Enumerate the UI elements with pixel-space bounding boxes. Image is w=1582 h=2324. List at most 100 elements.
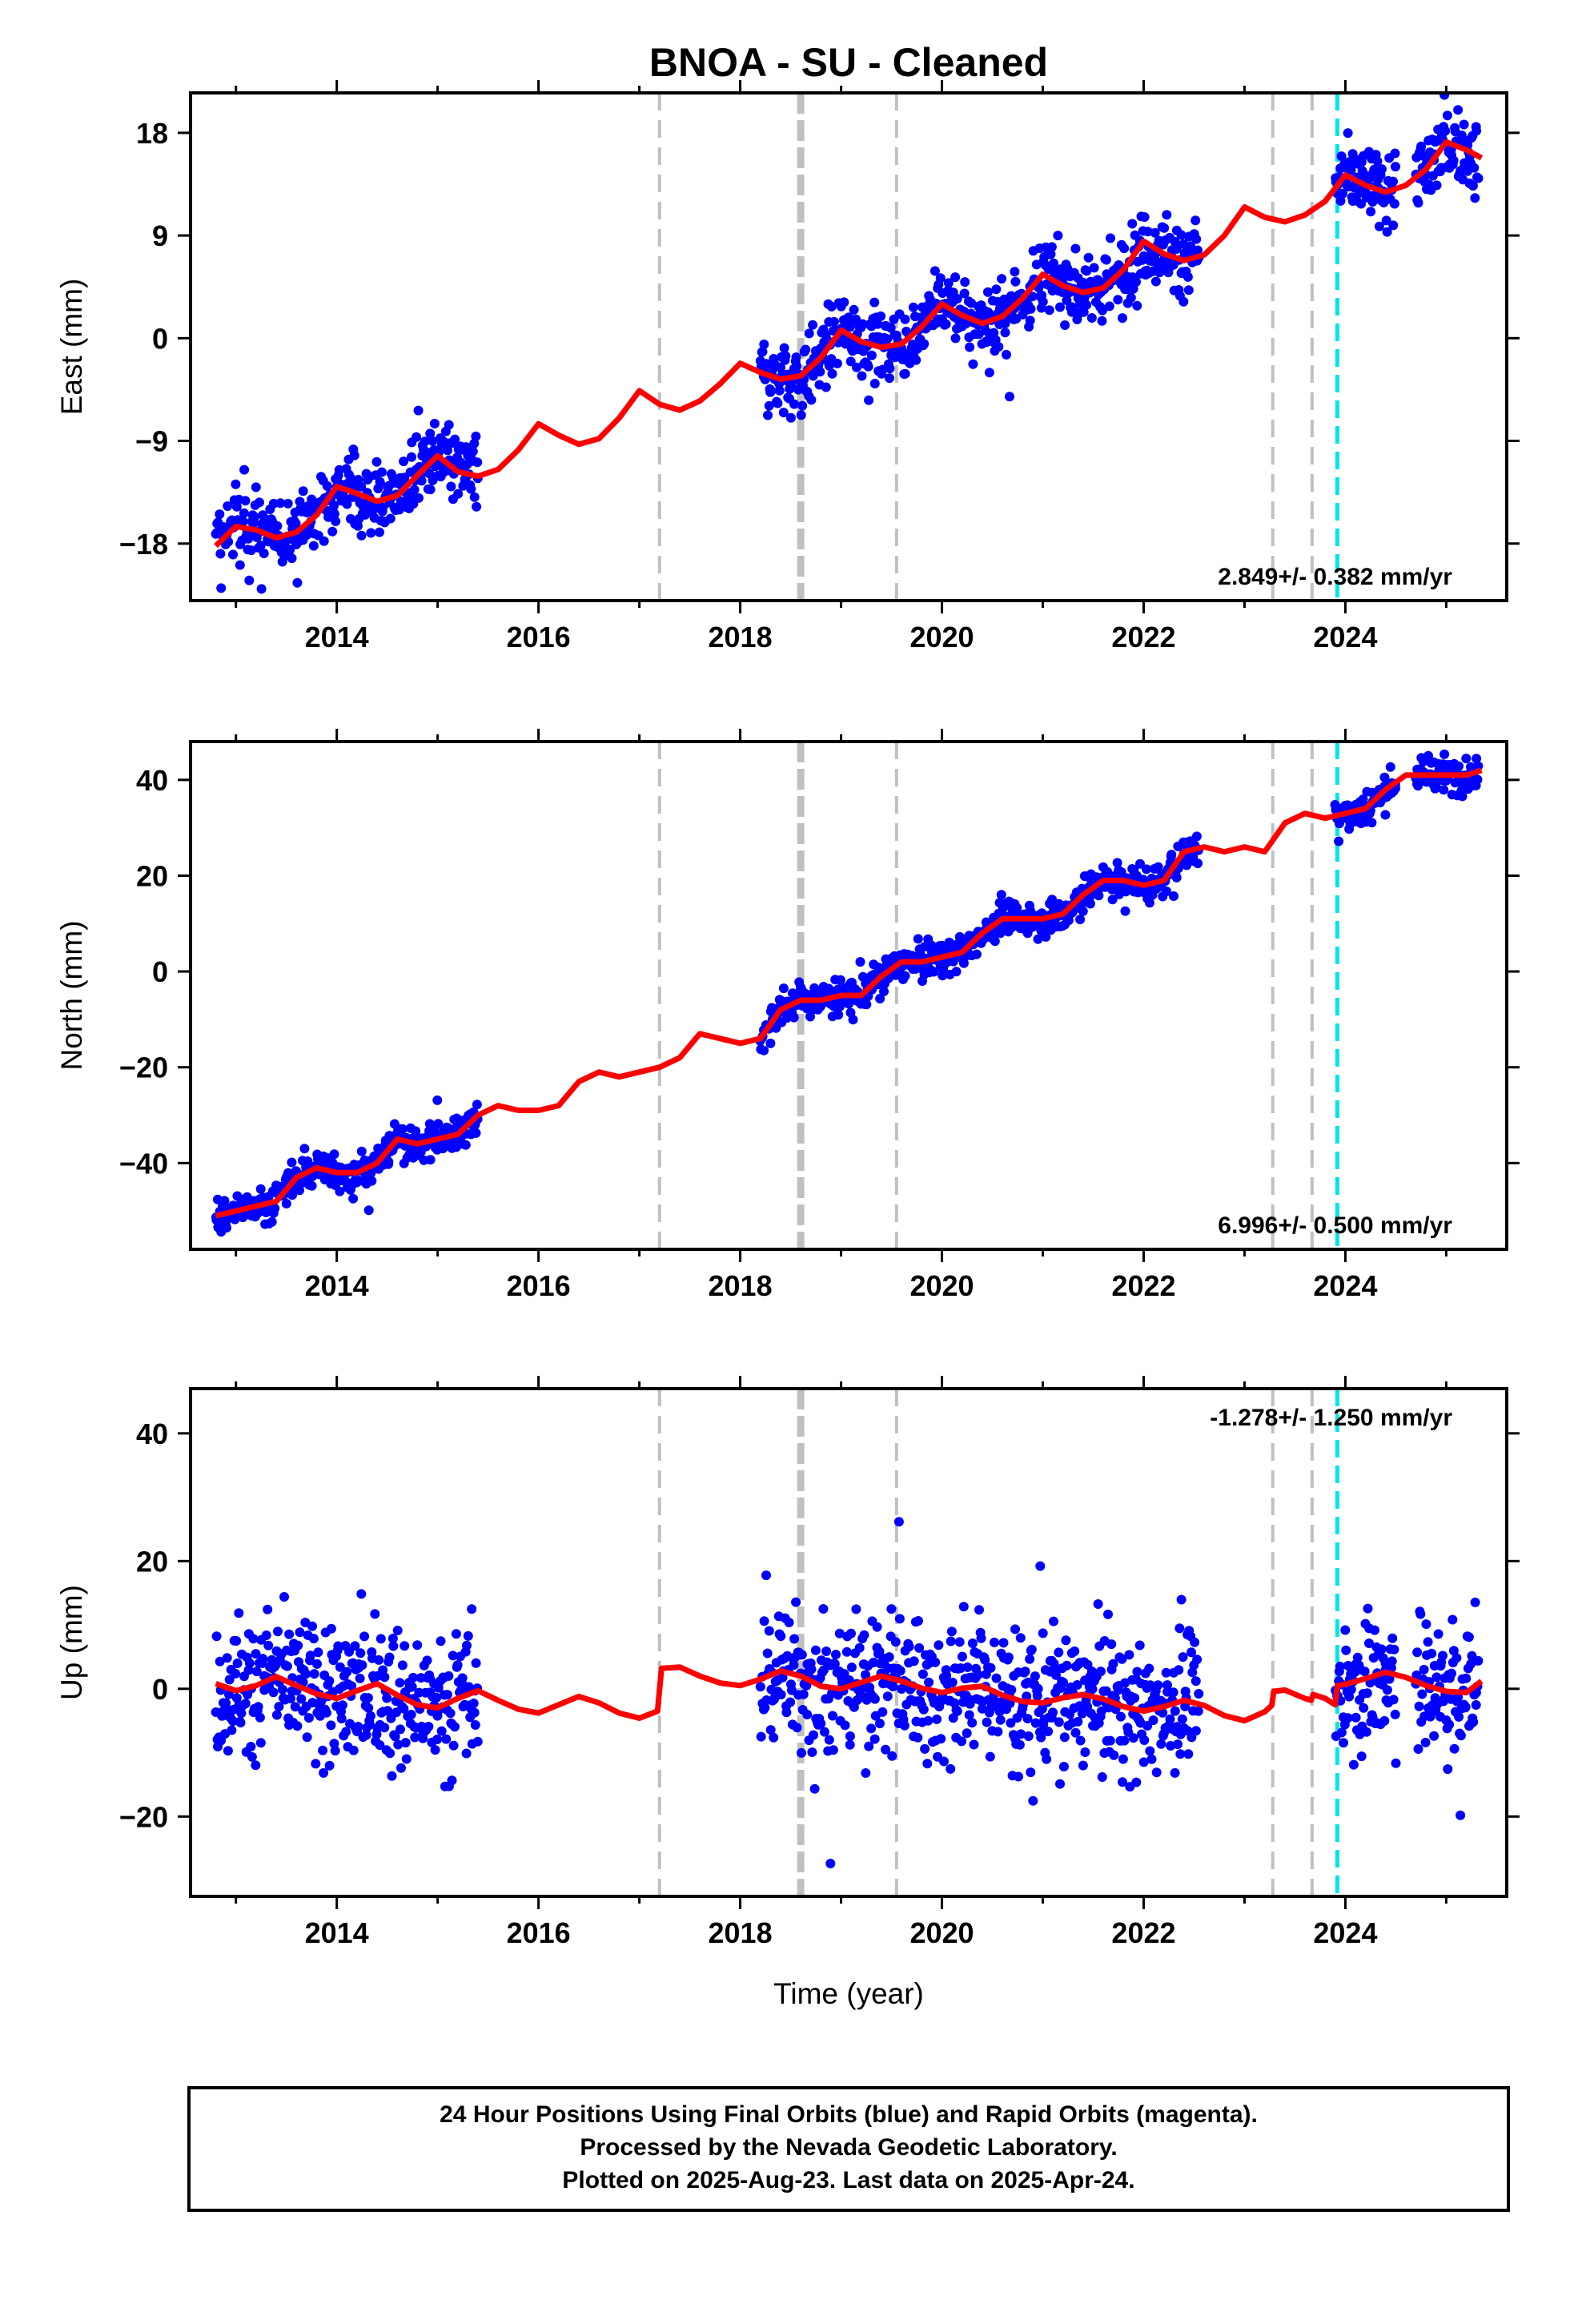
data-point bbox=[451, 1629, 461, 1639]
data-point bbox=[286, 1694, 295, 1703]
data-point bbox=[472, 1736, 483, 1747]
data-point bbox=[1131, 277, 1141, 287]
data-point bbox=[227, 1725, 237, 1735]
data-point bbox=[1026, 1767, 1036, 1778]
data-point bbox=[244, 1658, 255, 1668]
data-point bbox=[935, 273, 946, 283]
data-point bbox=[401, 1754, 412, 1764]
data-point bbox=[810, 1645, 821, 1655]
data-point bbox=[1089, 263, 1099, 273]
data-point bbox=[363, 1205, 374, 1216]
data-point bbox=[991, 1673, 1002, 1683]
data-point bbox=[1105, 1735, 1115, 1746]
data-point bbox=[1072, 1680, 1082, 1690]
data-point bbox=[255, 1184, 266, 1194]
data-point bbox=[371, 456, 382, 467]
data-point bbox=[776, 1631, 786, 1642]
y-tick-label: 9 bbox=[152, 219, 168, 252]
data-point bbox=[809, 1783, 820, 1794]
data-point bbox=[895, 1666, 905, 1676]
data-point bbox=[1389, 199, 1399, 209]
data-point bbox=[845, 1739, 855, 1750]
data-point bbox=[994, 342, 1004, 352]
data-point bbox=[825, 1859, 836, 1868]
data-point bbox=[1390, 1709, 1400, 1719]
data-point bbox=[250, 512, 259, 522]
data-point bbox=[967, 1638, 978, 1648]
data-point bbox=[302, 1732, 312, 1743]
x-tick-label: 2020 bbox=[909, 621, 974, 653]
data-point bbox=[1132, 300, 1142, 311]
data-point bbox=[884, 1652, 894, 1663]
data-point bbox=[1073, 1716, 1083, 1727]
data-point bbox=[283, 498, 293, 509]
data-point bbox=[344, 1647, 354, 1657]
data-point bbox=[919, 339, 930, 349]
data-point bbox=[1359, 1703, 1369, 1713]
data-point bbox=[282, 1661, 292, 1671]
data-point bbox=[287, 1157, 297, 1168]
data-point bbox=[1431, 1672, 1442, 1683]
data-point bbox=[453, 489, 464, 499]
data-point bbox=[1377, 164, 1387, 175]
data-point bbox=[1113, 295, 1123, 305]
data-point bbox=[471, 431, 481, 441]
y-tick-label: 18 bbox=[136, 117, 168, 150]
x-tick-label: 2018 bbox=[709, 1269, 773, 1302]
data-point bbox=[1144, 1663, 1154, 1674]
data-point bbox=[383, 1156, 394, 1167]
data-point bbox=[1191, 1676, 1201, 1687]
data-point bbox=[1364, 1638, 1374, 1648]
data-point bbox=[1419, 1664, 1429, 1675]
data-point bbox=[1356, 199, 1366, 209]
data-point bbox=[1341, 1645, 1351, 1655]
data-point bbox=[1466, 1659, 1476, 1669]
data-point bbox=[829, 316, 839, 327]
data-point bbox=[951, 967, 962, 977]
data-point bbox=[346, 473, 356, 484]
data-point bbox=[1082, 300, 1092, 310]
data-point bbox=[1359, 1667, 1370, 1677]
data-point bbox=[759, 1045, 769, 1055]
data-point bbox=[1101, 255, 1111, 265]
panel-up: 2014 2016 2018 2020 2022 2024 −20 0 20 40 Up (mm) -… bbox=[55, 1376, 1520, 1949]
data-point bbox=[1142, 227, 1153, 237]
data-point bbox=[882, 1691, 893, 1702]
data-point bbox=[1460, 1702, 1471, 1712]
data-point bbox=[1097, 316, 1107, 326]
data-point bbox=[840, 1720, 850, 1731]
data-point bbox=[857, 319, 868, 329]
data-point bbox=[433, 1119, 444, 1129]
data-point bbox=[467, 1604, 477, 1614]
data-point bbox=[1421, 1619, 1431, 1630]
data-point bbox=[385, 513, 396, 524]
data-point bbox=[445, 1708, 456, 1719]
data-point bbox=[1448, 155, 1459, 166]
footer-line-processed: Processed by the Nevada Geodetic Laborat… bbox=[580, 2134, 1117, 2161]
data-point bbox=[1026, 304, 1036, 314]
data-point bbox=[1119, 1735, 1130, 1746]
data-point bbox=[410, 1732, 420, 1743]
data-point bbox=[952, 294, 962, 304]
data-point bbox=[855, 957, 865, 967]
data-point bbox=[797, 400, 808, 411]
data-point bbox=[219, 1196, 230, 1206]
data-point bbox=[375, 476, 385, 487]
data-point bbox=[461, 1748, 472, 1759]
data-point bbox=[365, 1711, 375, 1721]
data-point bbox=[1042, 1754, 1052, 1764]
data-point bbox=[414, 493, 424, 503]
data-point bbox=[1096, 1706, 1106, 1716]
data-point bbox=[1020, 1667, 1030, 1677]
data-point bbox=[962, 1662, 973, 1672]
data-point bbox=[1033, 934, 1043, 944]
data-point bbox=[1037, 1703, 1047, 1714]
data-point bbox=[1412, 1647, 1423, 1658]
data-point bbox=[934, 1640, 944, 1651]
data-point bbox=[1032, 1691, 1042, 1701]
panel-east: 2014 2016 2018 2020 2022 2024 −18 −9 0 9 18 East (m… bbox=[55, 80, 1520, 653]
data-point bbox=[1170, 1767, 1180, 1778]
data-point bbox=[239, 464, 250, 475]
data-point bbox=[1439, 749, 1450, 759]
data-point bbox=[952, 1706, 962, 1716]
